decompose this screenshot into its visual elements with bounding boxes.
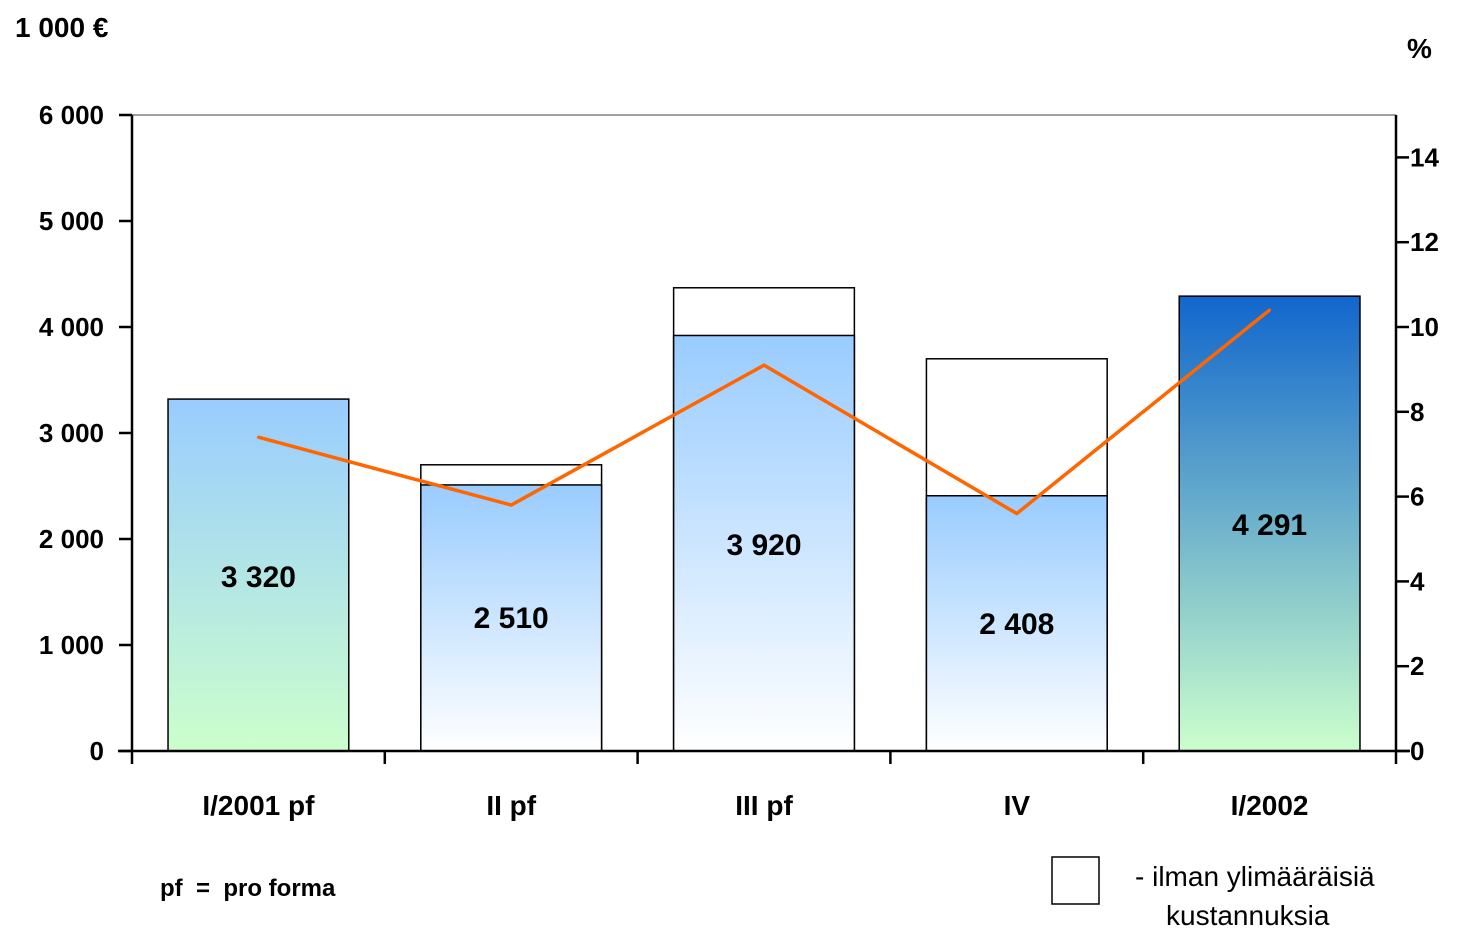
line-point (509, 503, 513, 507)
y-right-unit-label: % (1407, 33, 1432, 64)
bar (672, 334, 856, 752)
y-left-tick-label: 5 000 (39, 206, 104, 236)
y-right-tick-label: 2 (1410, 651, 1424, 681)
bar-value-label: 3 920 (726, 529, 801, 562)
y-right-tick-label: 6 (1410, 482, 1424, 512)
footnote-pro-forma: pf = pro forma (160, 875, 336, 902)
x-category-label: III pf (735, 790, 793, 821)
bar-value-label: 2 510 (474, 602, 549, 635)
y-right-tick-label: 14 (1410, 142, 1439, 172)
y-right-tick-label: 10 (1410, 312, 1439, 342)
line-point (762, 363, 766, 367)
bar (925, 495, 1108, 752)
y-left-tick-label: 2 000 (39, 524, 104, 554)
x-category-label: I/2001 pf (202, 790, 315, 821)
y-left-tick-label: 4 000 (39, 312, 104, 342)
y-left-tick-label: 0 (90, 736, 104, 766)
bar-value-label: 2 408 (979, 608, 1054, 641)
y-right-tick-label: 4 (1410, 566, 1425, 596)
bars (167, 295, 1361, 752)
x-category-label: I/2002 (1231, 790, 1309, 821)
y-right-tick-label: 12 (1410, 227, 1439, 257)
category-labels: I/2001 pf II pf III pf IV I/2002 (130, 751, 1398, 821)
y-left-tick-label: 3 000 (39, 418, 104, 448)
bar (1178, 295, 1361, 752)
y-right-tick-label: 0 (1410, 736, 1424, 766)
line-series (256, 308, 1272, 516)
y-left-tick-label: 1 000 (39, 630, 104, 660)
y-left-unit-label: 1 000 € (15, 12, 109, 43)
legend-label-line2: kustannuksia (1166, 900, 1330, 931)
bar-labels: 3 320 2 510 3 920 2 408 4 291 (221, 509, 1307, 641)
y-left-axis-ticks: 0 1 000 2 000 3 000 4 000 5 000 6 000 (39, 100, 132, 766)
bar-value-label: 3 320 (221, 561, 296, 594)
bar (420, 484, 603, 752)
x-category-label: IV (1004, 790, 1031, 821)
y-left-tick-label: 6 000 (39, 100, 104, 130)
line-point (256, 435, 260, 439)
legend-swatch-outline (1051, 856, 1100, 905)
y-right-tick-label: 8 (1410, 397, 1424, 427)
bar (167, 398, 350, 752)
bar-value-label: 4 291 (1232, 509, 1307, 542)
y-right-axis-ticks: 0 2 4 6 8 10 12 14 (1396, 142, 1439, 766)
x-category-label: II pf (486, 790, 536, 821)
line-point (1015, 512, 1019, 516)
line-point (1268, 308, 1272, 312)
legend-label-line1: - ilman ylimääräisiä (1135, 861, 1375, 892)
